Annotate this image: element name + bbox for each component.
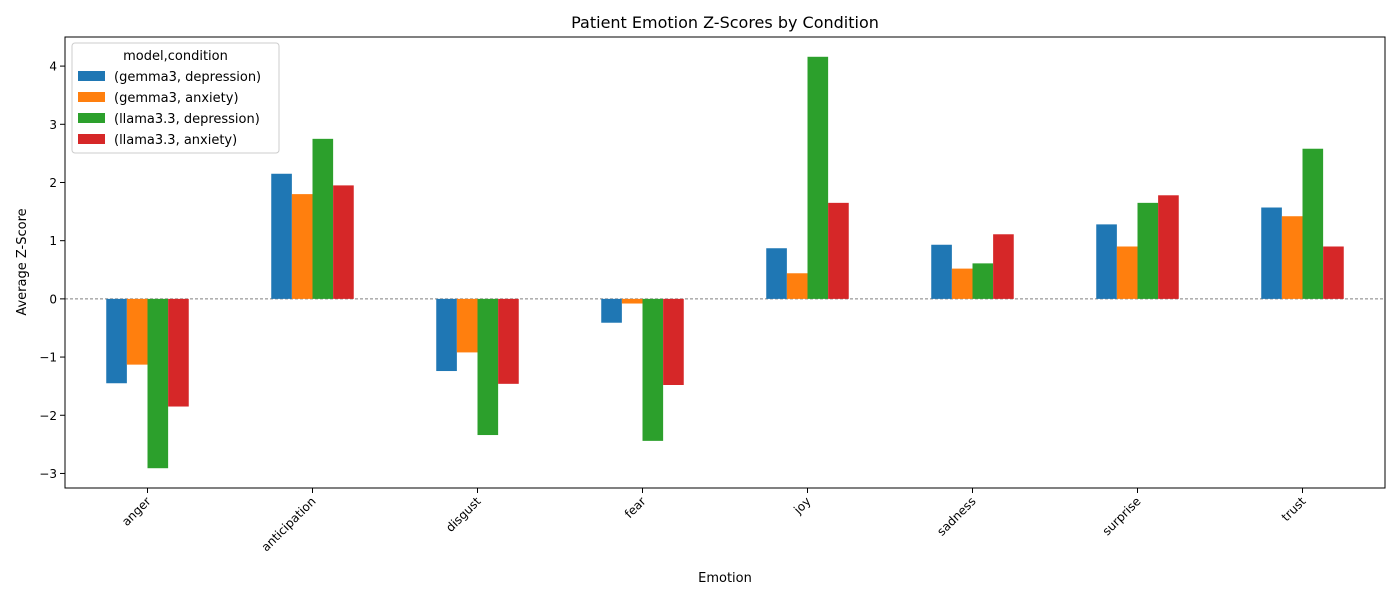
y-tick-label: −2	[39, 409, 57, 423]
bar-joy-series-1	[786, 273, 808, 299]
x-tick-label-anticipation: anticipation	[259, 494, 319, 554]
plot-area-frame	[64, 36, 1386, 489]
bar-joy-series-3	[828, 202, 849, 299]
bar-anticipation-series-1	[291, 194, 313, 299]
bar-fear-series-0	[601, 298, 622, 323]
bar-joy-series-0	[766, 248, 787, 299]
x-tick-label-trust: trust	[1279, 494, 1309, 524]
bar-anticipation-series-0	[271, 173, 292, 299]
y-tick-label: 1	[49, 234, 57, 248]
bar-sadness-series-3	[993, 234, 1014, 299]
bar-anticipation-series-3	[333, 185, 354, 299]
x-tick-label-sadness: sadness	[934, 494, 978, 538]
x-axis: anger anticipation disgust fear joy sadness su…	[119, 488, 1309, 554]
bar-joy-series-2	[807, 56, 829, 299]
legend-box	[71, 42, 280, 154]
x-tick-label-fear: fear	[622, 494, 649, 521]
y-axis-label: Average Z-Score	[15, 208, 30, 315]
bar-surprise-series-3	[1158, 195, 1179, 299]
bar-surprise-series-2	[1137, 202, 1159, 299]
bar-surprise-series-1	[1116, 246, 1138, 299]
y-tick-label: −3	[39, 467, 57, 481]
legend-swatch-3	[78, 134, 105, 144]
bar-fear-series-1	[621, 298, 643, 304]
x-tick-label-joy: joy	[790, 494, 813, 517]
x-tick-label-anger: anger	[119, 494, 154, 529]
legend-label-3: (llama3.3, anxiety)	[114, 133, 237, 148]
y-tick-label: 4	[49, 60, 57, 74]
y-tick-label: 3	[49, 118, 57, 132]
bar-disgust-series-0	[436, 298, 457, 372]
legend-label-0: (gemma3, depression)	[114, 70, 261, 85]
legend-title: model,condition	[123, 49, 228, 64]
bar-anger-series-1	[126, 298, 148, 365]
x-axis-label: Emotion	[698, 571, 752, 586]
bar-surprise-series-0	[1096, 224, 1117, 299]
bar-fear-series-3	[663, 298, 684, 385]
y-axis: −3 −2 −1 0 1 2 3 4	[39, 60, 65, 481]
bar-anger-series-2	[147, 298, 169, 469]
bars-layer	[106, 56, 1344, 469]
x-tick-label-disgust: disgust	[443, 494, 484, 535]
bar-trust-series-2	[1302, 148, 1324, 299]
bar-trust-series-0	[1261, 207, 1282, 299]
legend-swatch-1	[78, 92, 105, 102]
bar-sadness-series-1	[951, 268, 973, 299]
bar-fear-series-2	[642, 298, 664, 441]
bar-sadness-series-0	[931, 244, 952, 299]
legend: model,condition (gemma3, depression) (gemm…	[71, 42, 280, 154]
bar-disgust-series-1	[456, 298, 478, 353]
bar-sadness-series-2	[972, 263, 994, 299]
bar-anger-series-0	[106, 298, 127, 384]
legend-swatch-0	[78, 71, 105, 81]
legend-swatch-2	[78, 113, 105, 123]
legend-label-2: (llama3.3, depression)	[114, 112, 260, 127]
bar-disgust-series-3	[498, 298, 519, 384]
bar-trust-series-3	[1323, 246, 1344, 299]
y-tick-label: 0	[49, 292, 57, 306]
chart-title: Patient Emotion Z-Scores by Condition	[571, 13, 879, 32]
x-tick-label-surprise: surprise	[1100, 494, 1144, 538]
bar-disgust-series-2	[477, 298, 499, 436]
y-tick-label: 2	[49, 176, 57, 190]
bar-anticipation-series-2	[312, 138, 334, 299]
legend-label-1: (gemma3, anxiety)	[114, 91, 239, 106]
bar-anger-series-3	[168, 298, 189, 407]
bar-trust-series-1	[1281, 216, 1303, 299]
y-tick-label: −1	[39, 351, 57, 365]
